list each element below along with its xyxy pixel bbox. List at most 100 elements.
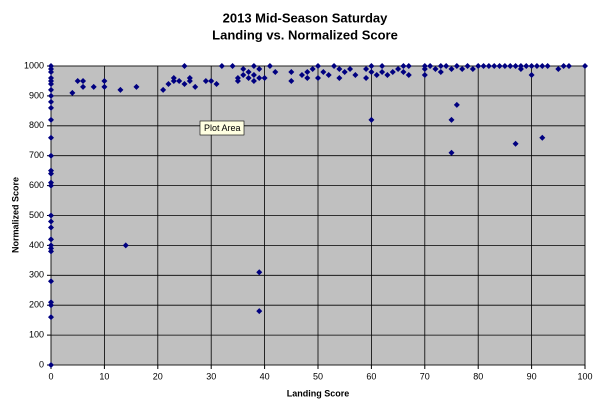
point [101, 77, 108, 84]
point [491, 63, 498, 69]
point [443, 63, 450, 69]
point [368, 63, 375, 69]
point [309, 65, 316, 72]
y-tick-label: 800 [29, 120, 44, 130]
point [427, 63, 434, 69]
y-tick-label: 0 [39, 359, 44, 369]
point [379, 63, 386, 69]
point [304, 68, 311, 75]
chart-subtitle: Landing vs. Normalized Score [212, 27, 398, 42]
point [448, 149, 455, 156]
point [48, 212, 54, 219]
point [256, 74, 263, 81]
point [325, 71, 332, 78]
point [234, 77, 241, 84]
point [469, 65, 476, 72]
x-tick-label: 50 [313, 371, 323, 381]
point [90, 83, 97, 90]
point [389, 68, 396, 75]
point [250, 63, 257, 69]
point [320, 68, 327, 75]
point [421, 65, 428, 72]
point [437, 63, 444, 69]
point [288, 68, 295, 75]
point [352, 71, 359, 78]
point [565, 63, 572, 69]
point [448, 65, 455, 72]
tooltip: Plot Area [199, 120, 245, 136]
point [48, 104, 54, 111]
point [48, 68, 54, 75]
point [341, 68, 348, 75]
point [48, 302, 54, 309]
x-tick-label: 100 [577, 371, 592, 381]
y-tick-label: 400 [29, 240, 44, 250]
point [48, 80, 54, 87]
x-tick-label: 0 [48, 371, 53, 381]
point [501, 63, 508, 69]
point [400, 68, 407, 75]
point [331, 63, 338, 69]
point [405, 63, 412, 69]
point [315, 63, 321, 69]
point [453, 101, 460, 108]
point [485, 63, 492, 69]
point [218, 63, 225, 69]
point [336, 65, 343, 72]
point [117, 86, 124, 93]
point [202, 77, 209, 84]
point [528, 71, 535, 78]
point [496, 63, 503, 69]
point [298, 71, 305, 78]
point [512, 63, 519, 69]
point [48, 134, 54, 141]
point [256, 269, 263, 276]
point [74, 77, 81, 84]
point [421, 71, 428, 78]
point [363, 65, 370, 72]
point [80, 77, 87, 84]
y-tick-label: 1000 [24, 60, 44, 70]
point [170, 74, 177, 81]
point [555, 65, 562, 72]
point [48, 170, 54, 177]
y-tick-label: 200 [29, 300, 44, 310]
point [453, 63, 460, 69]
point [250, 71, 257, 78]
point [48, 98, 54, 105]
point [160, 86, 167, 93]
point [48, 278, 54, 285]
point [315, 74, 321, 81]
point [229, 63, 236, 69]
point [459, 65, 466, 72]
point [336, 74, 343, 81]
x-tick-label: 80 [473, 371, 483, 381]
x-tick-label: 60 [366, 371, 376, 381]
point [379, 68, 386, 75]
point [528, 63, 535, 69]
point [213, 80, 220, 87]
point [363, 74, 370, 81]
point [432, 65, 439, 72]
y-tick-label: 100 [29, 329, 44, 339]
point [181, 80, 188, 87]
y-tick-label: 900 [29, 90, 44, 100]
point [512, 140, 519, 147]
x-tick-label: 10 [99, 371, 109, 381]
point [539, 134, 546, 141]
point [186, 77, 193, 84]
point [304, 74, 311, 81]
point [48, 218, 54, 225]
point [48, 314, 54, 321]
point [437, 68, 444, 75]
point [517, 65, 524, 72]
point [448, 116, 455, 123]
point [69, 89, 76, 96]
point [250, 77, 257, 84]
point [165, 80, 172, 87]
point [48, 362, 54, 368]
point [507, 63, 514, 69]
point [101, 83, 108, 90]
point [373, 71, 380, 78]
